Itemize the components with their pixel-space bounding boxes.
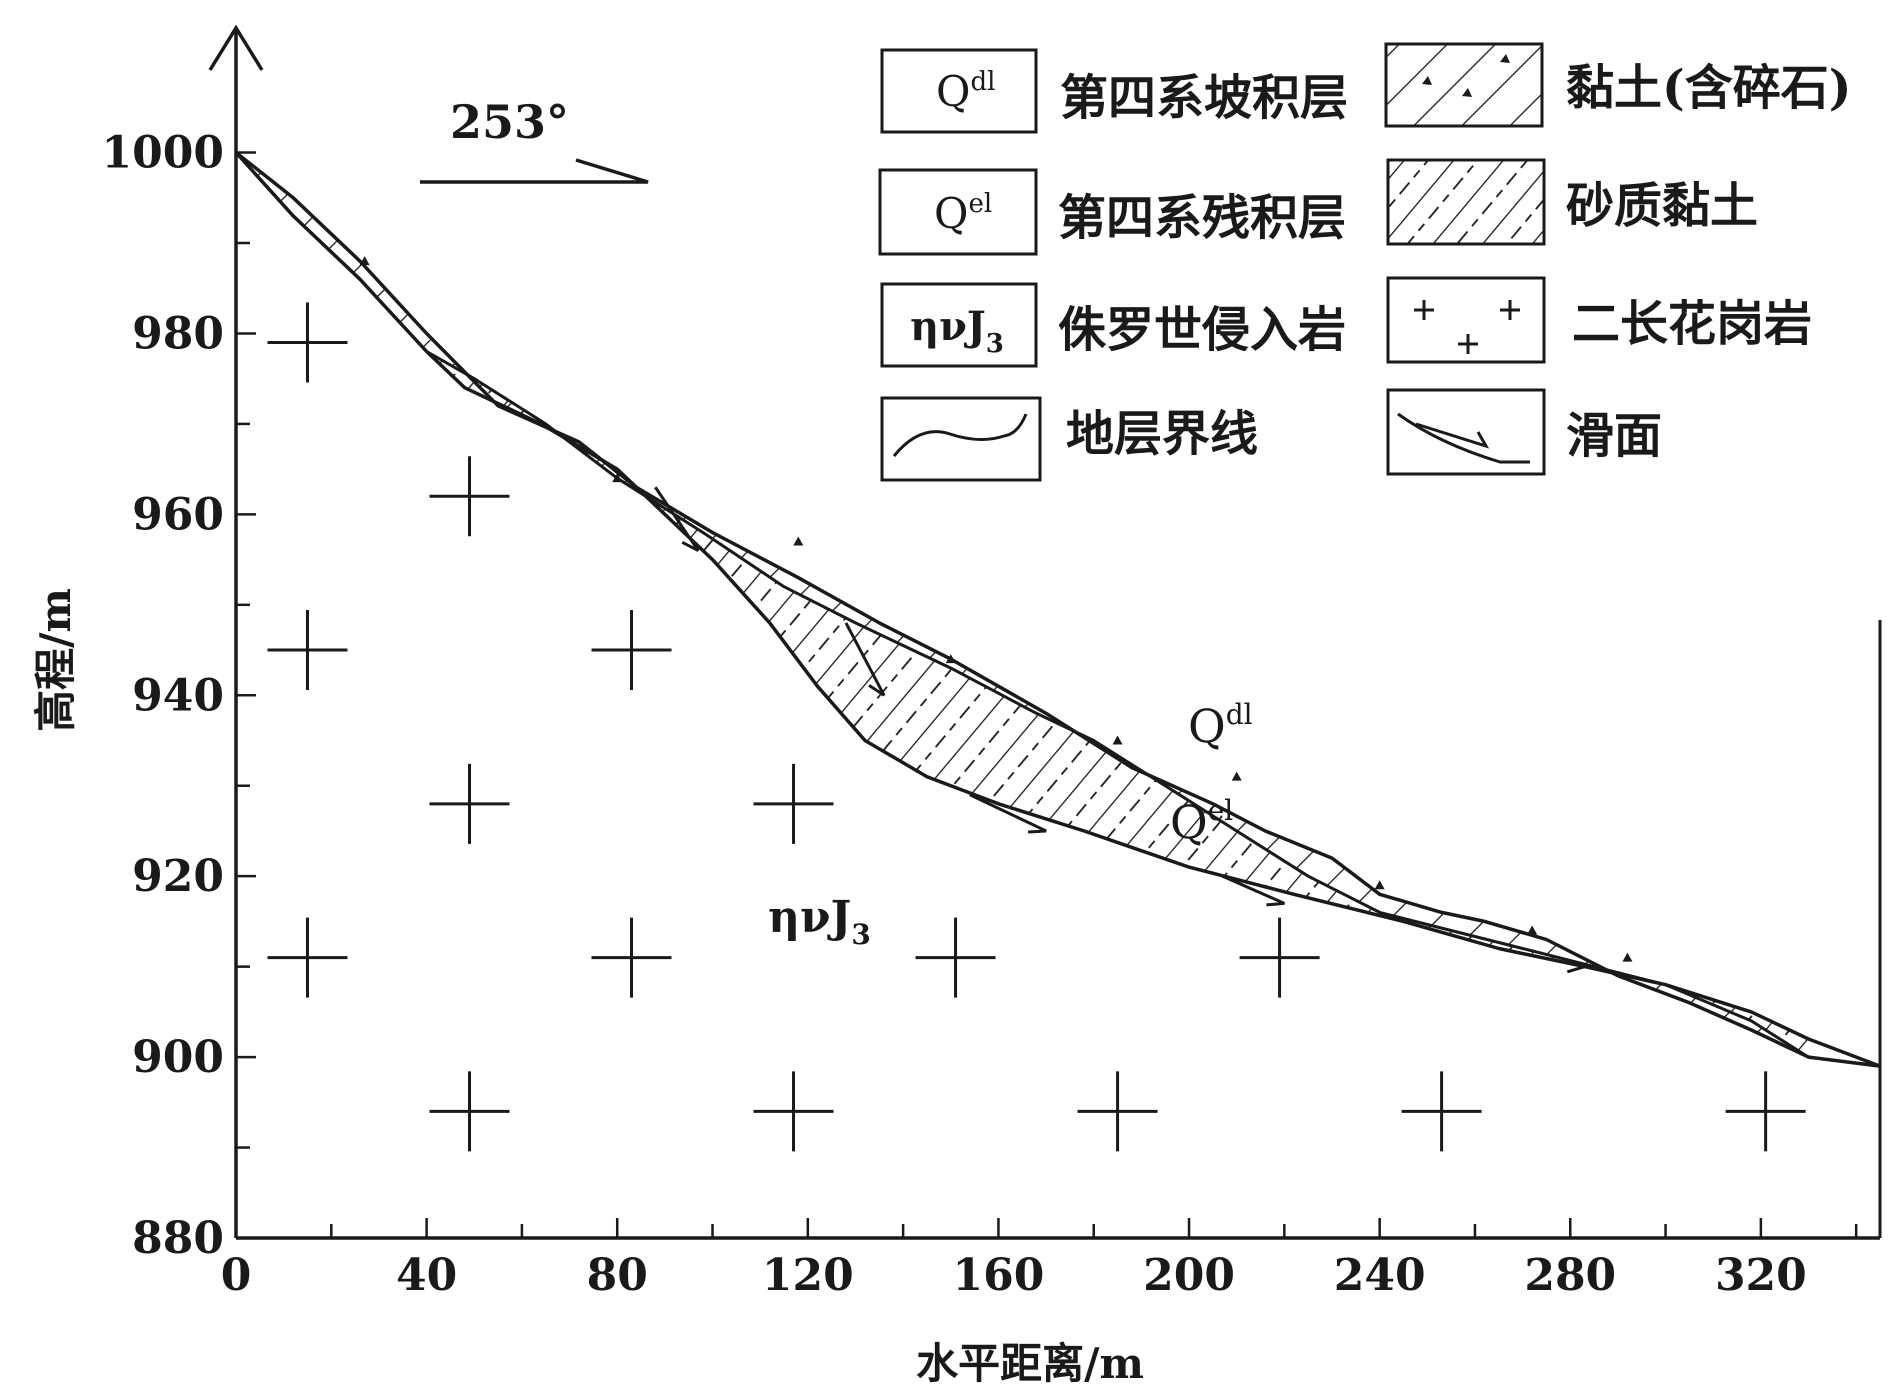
granite-plus-marker: [753, 1071, 834, 1152]
x-axis-label: 水平距离/m: [916, 1339, 1144, 1388]
y-tick-label: 980: [132, 308, 224, 359]
legend-qdl-label: 第四系坡积层: [1060, 70, 1348, 126]
granite-plus-marker: [429, 763, 510, 844]
y-tick-label: 960: [132, 489, 224, 540]
x-tick-label: 40: [396, 1250, 457, 1301]
legend-jurassic-symbol: [880, 282, 1038, 368]
legend-sandy-clay-label: 砂质黏土: [1566, 178, 1758, 234]
granite-plus-marker: [267, 917, 348, 998]
granite-plus-marker: [429, 1071, 510, 1152]
granite-plus-marker: [267, 610, 348, 691]
x-tick-label: 280: [1524, 1250, 1616, 1301]
legend-slip-arrow-icon: [1415, 422, 1490, 449]
granite-plus-marker: [1239, 917, 1320, 998]
slip-arrow-marker: [1498, 947, 1585, 974]
granite-plus-marker: [591, 610, 672, 691]
granite-plus-marker: [591, 917, 672, 998]
legend-granite-symbol: [1386, 276, 1546, 364]
granite-plus-marker: [429, 456, 510, 537]
legend-jurassic-label: 侏罗世侵入岩: [1058, 302, 1346, 358]
legend: Qdl 第四系坡积层 黏土(含碎石) Qel 第四系残积层 砂质黏土 ηνJ3 …: [878, 42, 1851, 482]
qdl-base-line: [234, 151, 1810, 1059]
legend-qel-label: 第四系残积层: [1058, 190, 1346, 246]
granite-markers: [267, 302, 1806, 1152]
legend-slip-line-icon: [1397, 412, 1530, 464]
y-tick-label: 940: [132, 670, 224, 721]
gravel-dot: [1527, 925, 1538, 935]
legend-boundary-line-icon: [892, 413, 1028, 457]
gravel-dot: [793, 536, 804, 546]
slip-arrow-marker: [1221, 874, 1285, 907]
legend-granite-label: 二长花岗岩: [1572, 296, 1812, 352]
legend-qel-symbol: [878, 168, 1038, 256]
y-axis-label: 高程/m: [31, 588, 80, 732]
x-tick-label: 240: [1334, 1250, 1426, 1301]
legend-boundary-symbol: [880, 396, 1042, 482]
legend-clay-gravel-label: 黏土(含碎石): [1566, 60, 1851, 116]
legend-boundary-label: 地层界线: [1066, 406, 1258, 462]
slip-arrow-marker: [969, 793, 1047, 834]
ground-surface-line: [234, 151, 1881, 1068]
axes: [208, 24, 1882, 1240]
granite-plus-marker: [915, 917, 996, 998]
granite-plus-marker: [1725, 1071, 1806, 1152]
legend-jurassic-code: ηνJ3: [910, 303, 1004, 359]
qel-section-label: Qel: [1170, 794, 1233, 849]
legend-clay-gravel-symbol: [1384, 42, 1544, 128]
slip-surface-markers: [654, 486, 1585, 974]
legend-sandy-clay-symbol: [1386, 158, 1546, 246]
stratum-boundaries: [234, 151, 1881, 1068]
x-tick-label: 120: [762, 1250, 854, 1301]
gravel-dot: [1112, 735, 1123, 745]
y-tick-label: 880: [132, 1213, 224, 1264]
y-tick-label: 900: [132, 1032, 224, 1083]
slip-arrow-marker: [844, 622, 886, 697]
slip-arrow-marker: [654, 486, 700, 552]
legend-slip-symbol: [1386, 388, 1546, 476]
direction-arrow: [420, 158, 649, 184]
legend-granite-plus-icon: [1414, 300, 1520, 354]
x-tick-label: 160: [953, 1250, 1045, 1301]
granite-plus-marker: [1077, 1071, 1158, 1152]
x-tick-label: 80: [587, 1250, 648, 1301]
y-axis-arrowhead: [208, 24, 264, 71]
x-tick-label: 320: [1715, 1250, 1807, 1301]
legend-slip-label: 滑面: [1566, 408, 1662, 464]
y-tick-label: 920: [132, 851, 224, 902]
x-tick-label: 200: [1143, 1250, 1235, 1301]
legend-qdl-code: Qdl: [936, 67, 995, 116]
y-tick-label: 1000: [102, 128, 224, 179]
qdl-section-label: Qdl: [1188, 698, 1253, 753]
bedrock-top-line: [234, 151, 1881, 1068]
bedrock-section-label: ηνJ3: [768, 892, 871, 951]
granite-plus-marker: [1401, 1071, 1482, 1152]
granite-plus-marker: [753, 763, 834, 844]
gravel-dot: [1374, 880, 1385, 890]
granite-plus-marker: [267, 302, 348, 383]
gravel-dot: [1231, 771, 1242, 781]
x-tick-label: 0: [221, 1250, 252, 1301]
gravel-dot: [1622, 952, 1633, 962]
legend-qel-code: Qel: [934, 189, 992, 238]
legend-qdl-symbol: [880, 48, 1038, 134]
direction-label: 253°: [450, 95, 569, 149]
tick-marks: 0 40 80 120 160 200 240 280 320 880 900 920 940 960 98…: [102, 128, 1858, 1301]
